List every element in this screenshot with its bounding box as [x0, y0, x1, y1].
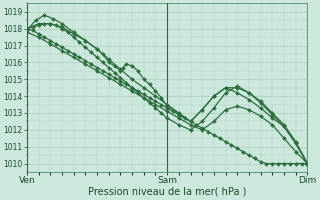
X-axis label: Pression niveau de la mer( hPa ): Pression niveau de la mer( hPa ): [88, 187, 246, 197]
